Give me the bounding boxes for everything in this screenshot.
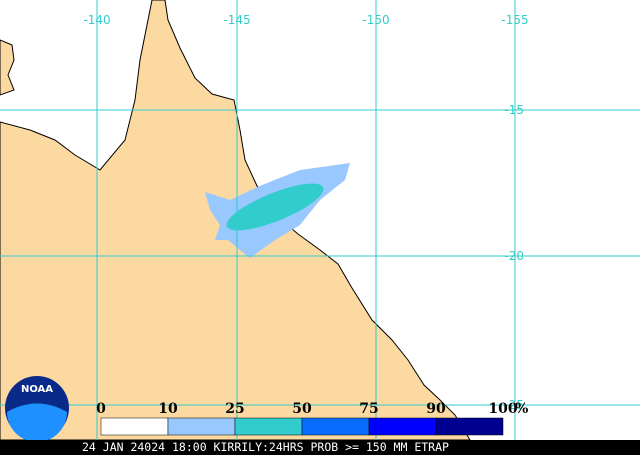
legend-swatch <box>234 417 303 436</box>
legend-label: 0 <box>96 401 106 417</box>
footer-bar <box>0 440 640 455</box>
longitude-label: -155 <box>501 13 528 27</box>
legend-swatch <box>100 417 169 436</box>
latitude-label: -15 <box>504 103 524 117</box>
longitude-label: -140 <box>83 13 110 27</box>
legend-label: 75 <box>359 401 378 417</box>
longitude-label: -145 <box>223 13 250 27</box>
legend-swatch <box>368 417 437 436</box>
legend-swatch <box>435 417 504 436</box>
legend-label: 90 <box>426 401 446 417</box>
noaa-logo: NOAA <box>5 376 69 442</box>
footer-text: 24 JAN 24024 18:00 KIRRILY:24HRS PROB >=… <box>82 440 449 454</box>
legend-label: 100 <box>488 401 517 417</box>
legend-label: 50 <box>292 401 312 417</box>
legend-swatch <box>301 417 370 436</box>
logo-text: NOAA <box>21 384 53 395</box>
logo-wave <box>7 403 67 442</box>
legend-swatch <box>167 417 236 436</box>
rain-area-25 <box>226 183 324 231</box>
legend-label: 25 <box>225 401 244 417</box>
legend-unit: % <box>515 401 528 417</box>
longitude-label: -150 <box>362 13 389 27</box>
latitude-label: -20 <box>504 249 524 263</box>
land-island <box>0 39 15 96</box>
legend-label: 10 <box>158 401 178 417</box>
latitude-label: -25 <box>504 398 524 412</box>
